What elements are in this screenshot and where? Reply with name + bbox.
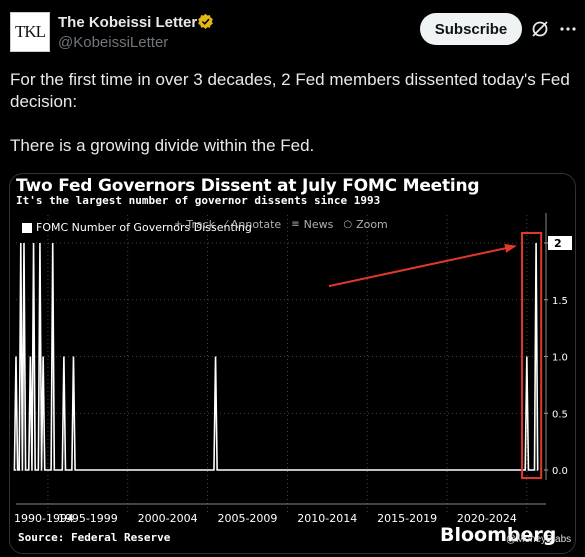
highlight-box bbox=[521, 232, 543, 479]
last-value-label: 2 bbox=[548, 236, 572, 250]
avatar[interactable]: TKL bbox=[10, 12, 50, 52]
chart-legend: FOMC Number of Governors Dissenting bbox=[22, 221, 252, 234]
track-button[interactable]: + Track bbox=[174, 218, 215, 231]
x-tick-label: 2010-2014 bbox=[297, 512, 357, 525]
track-label: Track bbox=[186, 218, 216, 231]
watermark: @MoneyBlabs bbox=[506, 534, 572, 545]
tweet-paragraph: For the first time in over 3 decades, 2 … bbox=[10, 70, 570, 111]
zoom-icon: ○ bbox=[343, 219, 353, 230]
annotate-icon: ⁄ bbox=[225, 219, 227, 230]
series-line bbox=[13, 242, 539, 471]
news-button[interactable]: ≡ News bbox=[291, 218, 333, 231]
x-tick-label: 2015-2019 bbox=[377, 512, 437, 525]
annotation-arrow-head bbox=[504, 243, 517, 253]
news-icon: ≡ bbox=[291, 219, 300, 230]
y-tick-label: 0.0 bbox=[552, 466, 568, 477]
x-tick-label: 1995-1999 bbox=[58, 512, 118, 525]
x-tick-label: 2005-2009 bbox=[217, 512, 277, 525]
tweet-paragraph: There is a growing divide within the Fed… bbox=[10, 136, 315, 155]
chart-image[interactable]: 1990-1994 1995-1999 2000-2004 2005-2009 2010… bbox=[9, 173, 576, 554]
chart-source: Source: Federal Reserve bbox=[18, 531, 171, 544]
y-tick-label: 1.0 bbox=[552, 353, 568, 364]
author-handle[interactable]: @KobeissiLetter bbox=[58, 34, 169, 51]
annotation-arrow bbox=[328, 245, 515, 288]
x-tick-label: 1990-1994 bbox=[14, 512, 74, 525]
news-label: News bbox=[303, 218, 334, 231]
last-value-box bbox=[548, 236, 572, 250]
author-name[interactable]: The Kobeissi Letter bbox=[58, 14, 198, 31]
legend-label: FOMC Number of Governors Dissenting bbox=[36, 221, 252, 234]
x-tick-label: 2000-2004 bbox=[138, 512, 198, 525]
chart-title: Two Fed Governors Dissent at July FOMC M… bbox=[16, 176, 480, 196]
chart-subtitle: It's the largest number of governor diss… bbox=[16, 194, 381, 207]
verified-badge-icon bbox=[198, 13, 213, 29]
avatar-logo-text: TKL bbox=[14, 22, 46, 41]
chart-toolbar: + Track ⁄ Annotate ≡ News ○ Zoom bbox=[174, 218, 398, 231]
more-icon[interactable] bbox=[558, 19, 578, 39]
y-axis-ticks: 0.0 0.5 1.0 1.5 2 bbox=[544, 213, 568, 480]
tweet-text: For the first time in over 3 decades, 2 … bbox=[10, 69, 575, 157]
x-tick-label: 2020-2024 bbox=[457, 512, 517, 525]
zoom-label: Zoom bbox=[356, 218, 388, 231]
legend-swatch bbox=[22, 222, 32, 233]
last-value-text: 2 bbox=[554, 237, 562, 250]
chart-grid bbox=[16, 215, 542, 514]
track-icon: + bbox=[174, 219, 183, 230]
annotate-button[interactable]: ⁄ Annotate bbox=[225, 218, 281, 231]
annotate-label: Annotate bbox=[230, 218, 282, 231]
grok-icon[interactable] bbox=[530, 19, 550, 39]
post-header: TKL The Kobeissi Letter @KobeissiLetter … bbox=[0, 0, 585, 64]
subscribe-button[interactable]: Subscribe bbox=[420, 13, 522, 45]
bloomberg-logo: Bloomberg bbox=[440, 524, 557, 546]
y-tick-label: 1.5 bbox=[552, 296, 568, 307]
zoom-button[interactable]: ○ Zoom bbox=[343, 218, 387, 231]
y-tick-label: 0.5 bbox=[552, 409, 568, 420]
